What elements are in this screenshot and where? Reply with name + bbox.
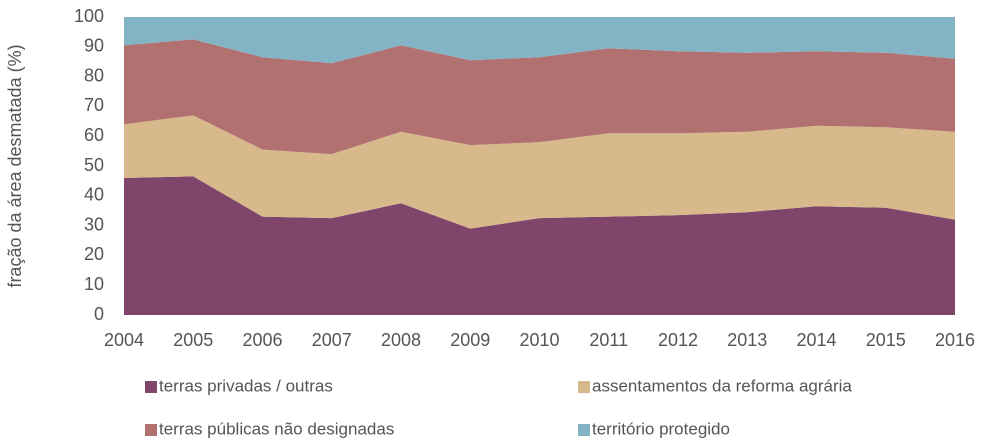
y-tick-label: 40	[84, 185, 104, 205]
legend-label: terras privadas / outras	[159, 376, 333, 395]
x-tick-label: 2008	[381, 330, 421, 350]
legend-swatch	[145, 424, 157, 436]
y-tick-label: 70	[84, 95, 104, 115]
y-tick-label: 20	[84, 244, 104, 264]
area	[124, 115, 955, 229]
x-tick-label: 2015	[866, 330, 906, 350]
x-tick-label: 2014	[796, 330, 836, 350]
x-tick-label: 2009	[450, 330, 490, 350]
x-tick-label: 2011	[589, 330, 628, 350]
y-tick-label: 80	[84, 65, 104, 85]
y-tick-label: 10	[84, 274, 104, 294]
legend-swatch	[145, 381, 157, 393]
x-tick-label: 2005	[173, 330, 213, 350]
y-tick-label: 100	[74, 6, 104, 26]
y-tick-label: 60	[84, 125, 104, 145]
y-tick-label: 50	[84, 155, 104, 175]
area	[124, 17, 955, 64]
legend-label: território protegido	[592, 419, 730, 438]
x-tick-label: 2004	[104, 330, 144, 350]
x-tick-label: 2012	[658, 330, 698, 350]
y-tick-label: 30	[84, 214, 104, 234]
y-tick-label: 0	[94, 304, 104, 324]
area	[124, 39, 955, 155]
x-tick-label: 2013	[727, 330, 767, 350]
x-tick-label: 2007	[312, 330, 352, 350]
legend-label: assentamentos da reforma agrária	[592, 376, 852, 395]
area	[124, 176, 955, 315]
legend-swatch	[578, 381, 590, 393]
x-tick-label: 2016	[935, 330, 975, 350]
y-tick-label: 90	[84, 36, 104, 56]
legend-label: terras públicas não designadas	[159, 419, 394, 438]
x-tick-label: 2010	[519, 330, 559, 350]
y-axis-label: fração da área desmatada (%)	[5, 44, 25, 287]
legend-swatch	[578, 424, 590, 436]
x-tick-label: 2006	[242, 330, 282, 350]
